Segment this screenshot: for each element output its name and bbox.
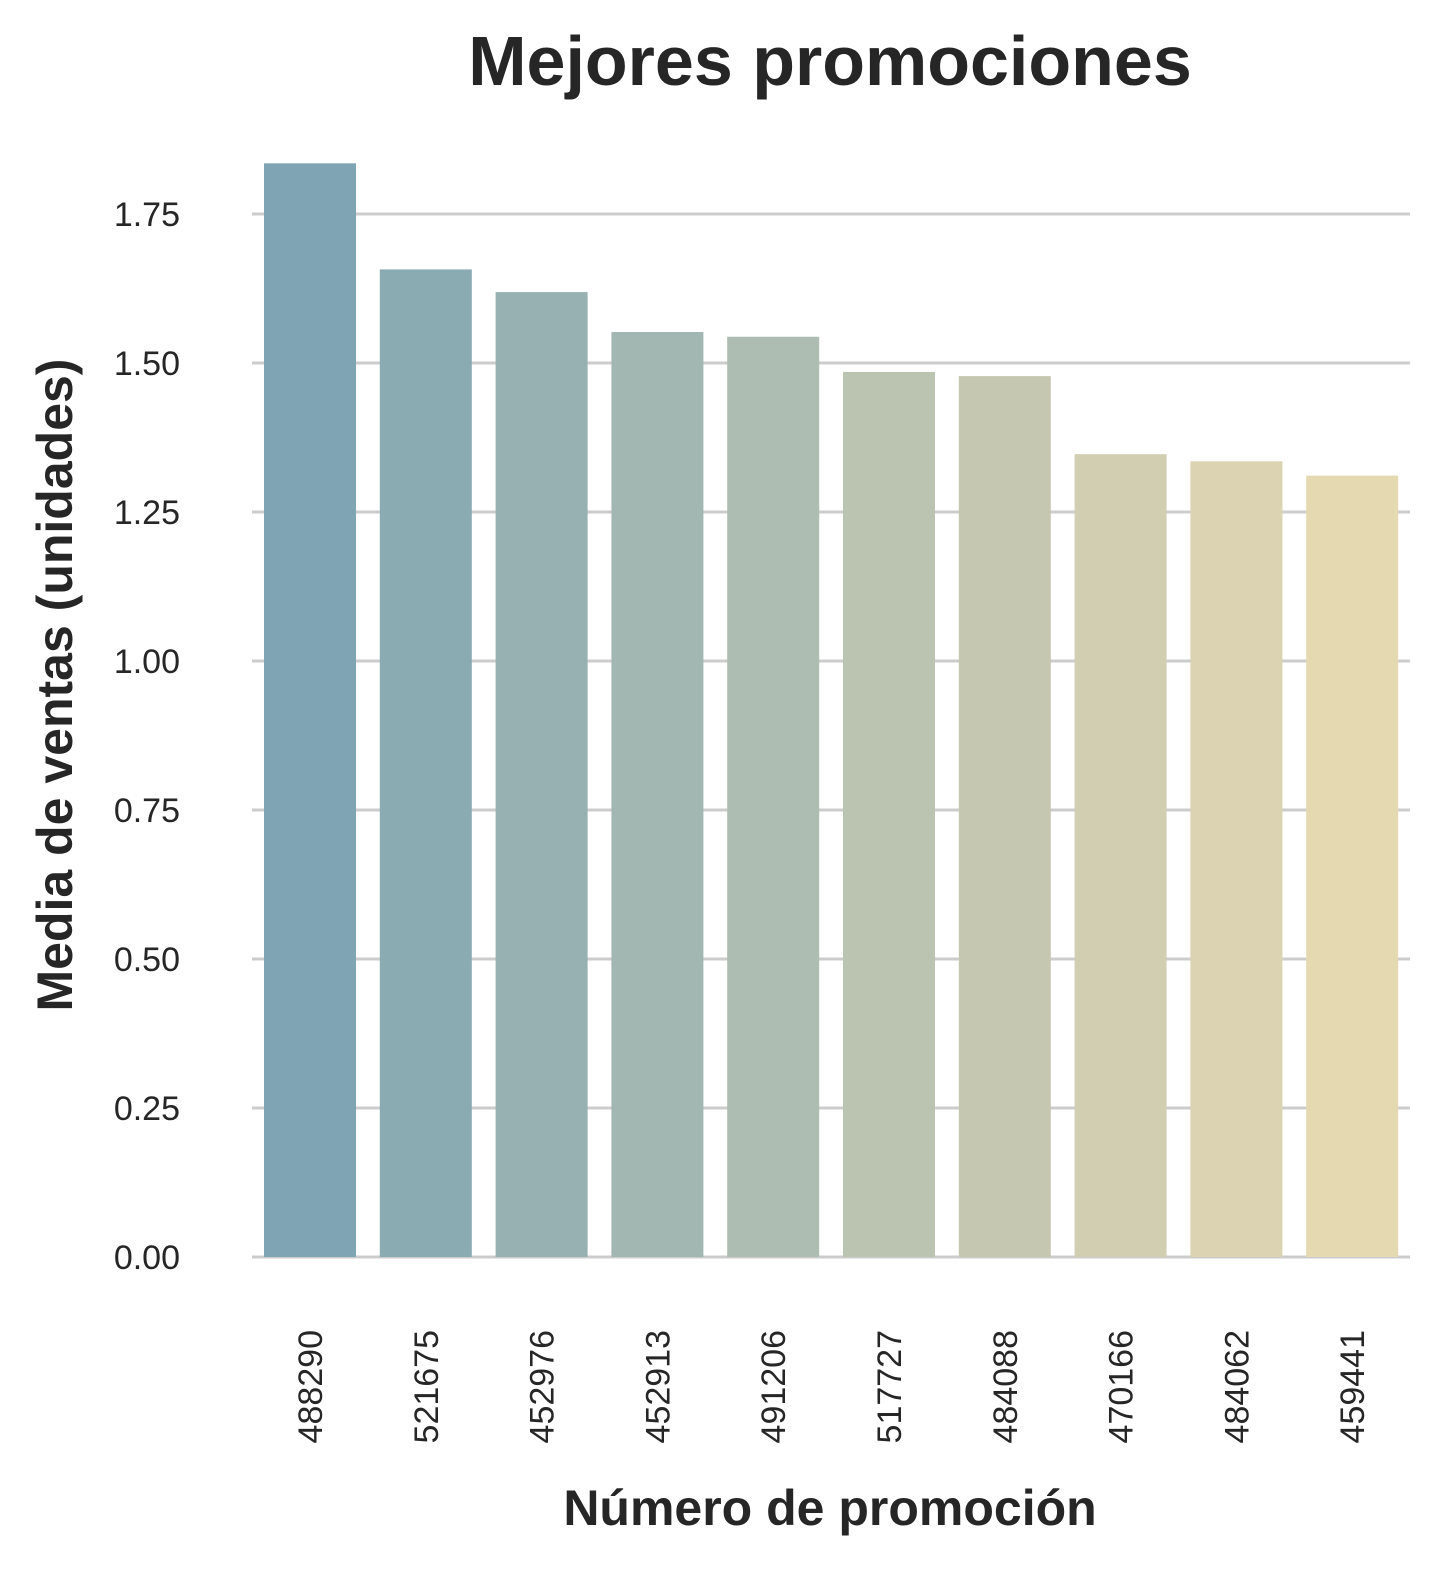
bar-452913 bbox=[611, 332, 704, 1257]
x-tick-label: 452913 bbox=[639, 1330, 677, 1443]
y-tick-label: 1.75 bbox=[114, 196, 180, 234]
x-tick-label: 470166 bbox=[1103, 1330, 1141, 1443]
y-tick-label: 0.00 bbox=[114, 1239, 180, 1277]
x-tick-label: 484062 bbox=[1218, 1330, 1256, 1443]
bar-459441 bbox=[1306, 475, 1399, 1257]
y-tick-label: 1.25 bbox=[114, 494, 180, 532]
bars bbox=[264, 163, 1399, 1258]
y-tick-label: 1.00 bbox=[114, 643, 180, 681]
x-tick-label: 491206 bbox=[755, 1330, 793, 1443]
x-tick-label: 521675 bbox=[408, 1330, 446, 1443]
bar-484088 bbox=[958, 376, 1051, 1257]
x-tick-label: 484088 bbox=[987, 1330, 1025, 1443]
bar-521675 bbox=[379, 269, 472, 1258]
bar-488290 bbox=[264, 163, 356, 1258]
bar-470166 bbox=[1074, 454, 1167, 1257]
y-tick-label: 0.50 bbox=[114, 941, 180, 979]
bar-452976 bbox=[495, 292, 588, 1257]
y-axis-label: Media de ventas (unidades) bbox=[27, 359, 83, 1012]
bar-491206 bbox=[727, 336, 820, 1257]
y-tick-label: 0.25 bbox=[114, 1090, 180, 1128]
x-tick-label: 452976 bbox=[524, 1330, 562, 1443]
bar-484062 bbox=[1190, 461, 1283, 1258]
x-tick-labels: 488290 521675 452976 452913 491206 517727 4840… bbox=[292, 1330, 1372, 1443]
y-tick-label: 1.50 bbox=[114, 345, 180, 383]
x-tick-label: 488290 bbox=[292, 1330, 330, 1443]
y-tick-label: 0.75 bbox=[114, 792, 180, 830]
x-tick-label: 517727 bbox=[871, 1330, 909, 1443]
x-tick-label: 459441 bbox=[1334, 1330, 1372, 1443]
chart-title: Mejores promociones bbox=[468, 22, 1192, 100]
y-tick-labels: 0.00 0.25 0.50 0.75 1.00 1.25 1.50 1.75 bbox=[114, 196, 180, 1277]
bar-517727 bbox=[843, 371, 935, 1257]
x-axis-label: Número de promoción bbox=[563, 1480, 1096, 1536]
